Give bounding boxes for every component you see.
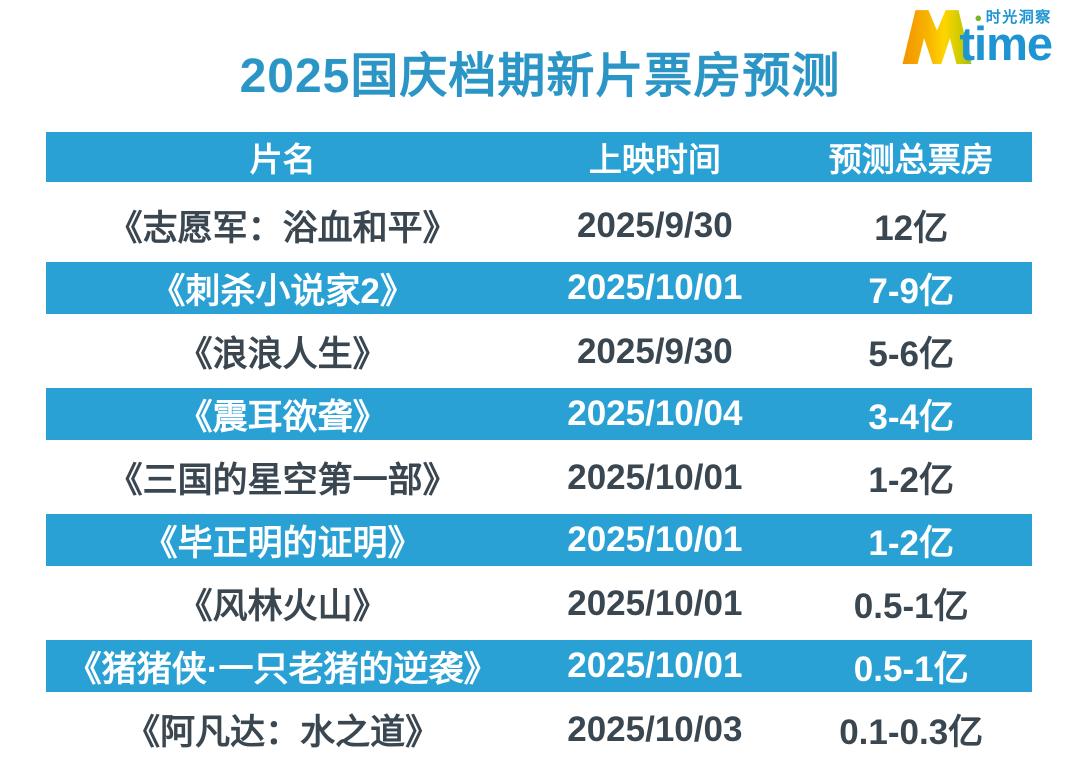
- tagline-dot-icon: ●: [974, 10, 984, 26]
- mtime-m-mountain-icon: [902, 10, 972, 64]
- release-date: 2025/10/01: [567, 457, 743, 497]
- table-row: 《刺杀小说家2》 2025/10/01 7-9亿: [46, 257, 1032, 320]
- table-row: 《震耳欲聋》 2025/10/04 3-4亿: [46, 383, 1032, 446]
- movie-title: 《阿凡达：水之道》: [125, 713, 441, 752]
- table-row: 《志愿军：浴血和平》 2025/9/30 12亿: [46, 194, 1032, 257]
- box-office-forecast: 12亿: [874, 209, 949, 248]
- box-office-forecast: 3-4亿: [868, 397, 954, 437]
- release-date: 2025/10/01: [567, 520, 743, 559]
- logo-text-block: ● 时光洞察 time: [959, 10, 1053, 71]
- movie-title: 《浪浪人生》: [177, 335, 388, 374]
- box-office-forecast: 0.1-0.3亿: [839, 713, 984, 752]
- movie-title: 《震耳欲聋》: [177, 397, 388, 437]
- movie-title: 《三国的星空第一部》: [107, 461, 458, 500]
- release-date: 2025/10/01: [567, 268, 743, 307]
- release-date: 2025/9/30: [576, 205, 733, 245]
- header-box-office: 预测总票房: [828, 141, 994, 178]
- tagline-text: 时光洞察: [985, 9, 1052, 27]
- table-row: 《风林火山》 2025/10/01 0.5-1亿: [46, 572, 1032, 635]
- movie-title: 《志愿军：浴血和平》: [107, 209, 458, 248]
- movie-title: 《风林火山》: [177, 587, 388, 626]
- header-release-date: 上映时间: [588, 141, 721, 178]
- box-office-forecast: 1-2亿: [868, 523, 954, 563]
- release-date: 2025/10/03: [567, 709, 743, 749]
- table-row: 《猪猪侠·一只老猪的逆袭》 2025/10/01 0.5-1亿: [46, 635, 1032, 698]
- box-office-forecast-table: 片名 上映时间 预测总票房 《志愿军：浴血和平》 2025/9/30 12亿 《…: [46, 132, 1032, 761]
- movie-title: 《毕正明的证明》: [142, 523, 423, 563]
- table-header-row: 片名 上映时间 预测总票房: [46, 132, 1032, 182]
- logo-tagline: ● 时光洞察: [974, 10, 1051, 25]
- release-date: 2025/9/30: [576, 331, 733, 371]
- release-date: 2025/10/04: [567, 394, 743, 433]
- page-title: 2025国庆档期新片票房预测: [239, 50, 841, 103]
- table-row: 《浪浪人生》 2025/9/30 5-6亿: [46, 320, 1032, 383]
- logo-wordmark: time: [959, 17, 1053, 71]
- movie-title: 《刺杀小说家2》: [150, 271, 415, 311]
- box-office-forecast: 1-2亿: [868, 461, 954, 500]
- mtime-logo: ● 时光洞察 time: [902, 8, 1053, 71]
- box-office-forecast: 5-6亿: [868, 335, 954, 374]
- movie-title: 《猪猪侠·一只老猪的逆袭》: [66, 649, 499, 689]
- box-office-forecast: 7-9亿: [868, 271, 954, 311]
- table-row: 《三国的星空第一部》 2025/10/01 1-2亿: [46, 446, 1032, 509]
- box-office-forecast: 0.5-1亿: [853, 649, 969, 689]
- box-office-forecast: 0.5-1亿: [853, 587, 969, 626]
- table-row: 《阿凡达：水之道》 2025/10/03 0.1-0.3亿: [46, 698, 1032, 761]
- header-movie-title: 片名: [249, 141, 316, 178]
- table-row: 《毕正明的证明》 2025/10/01 1-2亿: [46, 509, 1032, 572]
- release-date: 2025/10/01: [567, 583, 743, 623]
- release-date: 2025/10/01: [567, 646, 743, 685]
